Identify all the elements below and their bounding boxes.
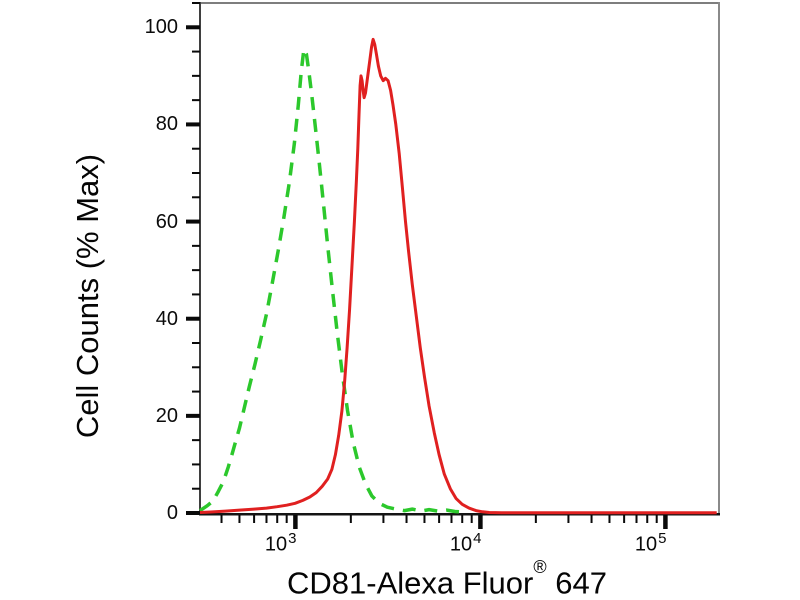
y-minor-tick — [192, 342, 200, 344]
y-axis-title: Cell Counts (% Max) — [68, 96, 108, 496]
y-major-tick — [186, 511, 200, 515]
y-major-tick — [186, 316, 200, 321]
x-tick-label-1e3: 103 — [264, 530, 297, 556]
x-minor-tick — [423, 515, 426, 523]
y-tick-label-100: 100 — [144, 16, 178, 39]
x-tick-label-exponent: 5 — [658, 530, 667, 547]
x-minor-tick — [590, 515, 593, 523]
x-minor-tick — [438, 515, 441, 523]
y-minor-tick — [192, 2, 200, 4]
y-minor-tick — [192, 244, 200, 247]
x-minor-tick — [276, 515, 279, 523]
plot-border-top — [199, 2, 720, 4]
green-dashed-curve — [199, 47, 463, 514]
x-minor-tick — [220, 515, 223, 523]
x-minor-tick — [285, 515, 288, 523]
x-axis-title-suffix: 647 — [546, 565, 607, 600]
y-minor-tick — [192, 147, 200, 150]
curves-group — [199, 37, 717, 515]
x-tick-label-base: 10 — [264, 533, 288, 556]
y-major-tick — [186, 25, 200, 30]
y-tick-label-20: 20 — [155, 404, 178, 427]
x-tick-label-exponent: 4 — [473, 530, 482, 547]
x-axis-line — [199, 513, 720, 516]
y-minor-tick — [192, 293, 200, 296]
x-major-tick — [478, 515, 483, 529]
x-minor-tick — [646, 515, 649, 523]
y-minor-tick — [192, 269, 200, 272]
plot-border-right — [718, 2, 720, 515]
y-major-tick — [186, 122, 200, 127]
y-minor-tick — [192, 74, 200, 77]
y-minor-tick — [192, 50, 200, 53]
x-minor-tick — [405, 515, 408, 523]
y-axis-line — [199, 2, 201, 514]
y-minor-tick — [192, 463, 200, 466]
x-minor-tick — [253, 515, 256, 523]
x-major-tick — [293, 515, 298, 529]
red-solid-curve — [199, 37, 717, 515]
y-axis-title-text: Cell Counts (% Max) — [70, 153, 105, 439]
x-axis-title: CD81-Alexa Fluor® 647 — [197, 556, 697, 600]
x-tick-label-base: 10 — [449, 533, 473, 556]
y-minor-tick — [192, 99, 200, 102]
x-major-tick — [663, 515, 668, 529]
y-minor-tick — [192, 366, 200, 369]
x-minor-tick — [238, 515, 241, 523]
x-tick-label-exponent: 3 — [288, 530, 297, 547]
x-minor-tick — [382, 515, 385, 523]
x-minor-tick — [461, 515, 464, 523]
x-tick-label-base: 10 — [634, 533, 658, 556]
x-minor-tick — [265, 515, 268, 523]
x-minor-tick — [450, 515, 453, 523]
x-minor-tick — [608, 515, 611, 523]
y-tick-label-40: 40 — [155, 307, 178, 330]
x-tick-label-1e4: 104 — [449, 530, 482, 556]
y-tick-label-80: 80 — [155, 113, 178, 136]
x-minor-tick — [567, 515, 570, 523]
y-minor-tick — [192, 172, 200, 174]
x-tick-label-1e5: 105 — [634, 530, 667, 556]
y-major-tick — [186, 219, 200, 224]
x-minor-tick — [470, 515, 473, 523]
y-tick-label-60: 60 — [155, 210, 178, 233]
x-minor-tick — [623, 515, 626, 523]
x-minor-tick — [635, 515, 638, 523]
x-minor-tick — [655, 515, 658, 523]
y-minor-tick — [192, 487, 200, 490]
x-minor-tick — [349, 515, 352, 523]
y-major-tick — [186, 413, 200, 418]
y-tick-label-0: 0 — [166, 502, 178, 524]
registered-trademark-symbol: ® — [533, 557, 547, 577]
y-minor-tick — [192, 196, 200, 199]
y-minor-tick — [192, 439, 200, 442]
x-axis-title-text: CD81-Alexa Fluor — [287, 565, 534, 600]
y-minor-tick — [192, 390, 200, 393]
x-minor-tick — [534, 515, 537, 523]
